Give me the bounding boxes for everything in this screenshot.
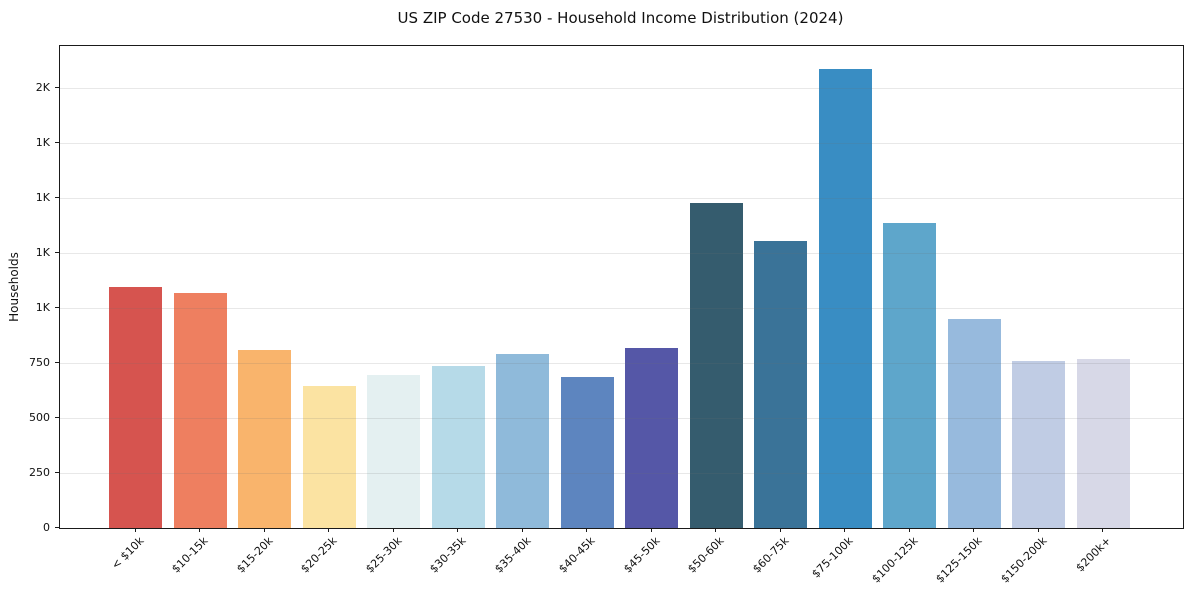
x-tick-label-10k: < $10k bbox=[108, 534, 146, 572]
bar-45-50k bbox=[625, 347, 679, 528]
y-tick-mark bbox=[55, 416, 59, 418]
x-tick-mark bbox=[328, 528, 330, 532]
x-tick-mark bbox=[1037, 528, 1039, 532]
x-tick-mark bbox=[199, 528, 201, 532]
bar-10k bbox=[109, 287, 162, 528]
y-tick-label: 750 bbox=[29, 355, 50, 369]
y-tick-mark bbox=[55, 86, 59, 88]
gridline-y-500 bbox=[60, 417, 1183, 419]
gridline-y-1000 bbox=[60, 307, 1183, 309]
bar-25-30k bbox=[367, 375, 421, 528]
y-tick-mark bbox=[55, 306, 59, 308]
gridline-y-1750 bbox=[60, 142, 1183, 144]
gridline-y-1250 bbox=[60, 252, 1183, 254]
y-tick-label: 0 bbox=[43, 521, 50, 534]
gridline-y-250 bbox=[60, 472, 1183, 474]
bar-200k bbox=[1076, 358, 1130, 528]
x-tick-mark bbox=[457, 528, 459, 532]
bar-75-100k bbox=[818, 69, 872, 528]
x-tick-mark bbox=[1102, 528, 1104, 532]
gridline-y-2000 bbox=[60, 87, 1183, 89]
x-tick-mark bbox=[779, 528, 781, 532]
bar-30-35k bbox=[431, 366, 485, 528]
gridline-y-750 bbox=[60, 362, 1183, 364]
bar-40-45k bbox=[560, 377, 614, 528]
chart-title: US ZIP Code 27530 - Household Income Dis… bbox=[397, 9, 844, 27]
y-tick-mark bbox=[55, 361, 59, 363]
y-tick-label: 1K bbox=[35, 245, 50, 259]
y-tick-mark bbox=[55, 196, 59, 198]
bar-100-125k bbox=[883, 223, 937, 528]
y-tick-mark bbox=[55, 527, 59, 528]
plot-area bbox=[59, 45, 1184, 529]
y-tick-label: 500 bbox=[29, 410, 50, 424]
x-tick-mark bbox=[650, 528, 652, 532]
gridline-y-1500 bbox=[60, 197, 1183, 199]
y-tick-label: 2K bbox=[35, 80, 50, 94]
x-tick-mark bbox=[844, 528, 846, 532]
y-tick-label: 1K bbox=[35, 300, 50, 314]
y-tick-mark bbox=[55, 471, 59, 473]
bar-15-20k bbox=[238, 349, 292, 528]
x-tick-mark bbox=[973, 528, 975, 532]
x-tick-mark bbox=[134, 528, 136, 532]
bar-20-25k bbox=[302, 386, 356, 528]
bar-35-40k bbox=[496, 354, 550, 528]
x-tick-mark bbox=[263, 528, 265, 532]
y-tick-label: 1K bbox=[35, 190, 50, 204]
y-tick-mark bbox=[55, 141, 59, 143]
bar-150-200k bbox=[1012, 360, 1066, 528]
x-tick-mark bbox=[392, 528, 394, 532]
x-tick-mark bbox=[715, 528, 717, 532]
y-tick-label: 1K bbox=[35, 135, 50, 149]
x-tick-mark bbox=[521, 528, 523, 532]
x-tick-mark bbox=[908, 528, 910, 532]
bar-125-150k bbox=[947, 318, 1001, 528]
bar-10-15k bbox=[173, 292, 227, 528]
bar-50-60k bbox=[689, 203, 743, 528]
bar-60-75k bbox=[754, 240, 808, 528]
x-tick-mark bbox=[586, 528, 588, 532]
y-tick-label: 250 bbox=[29, 465, 50, 479]
y-tick-mark bbox=[55, 251, 59, 253]
